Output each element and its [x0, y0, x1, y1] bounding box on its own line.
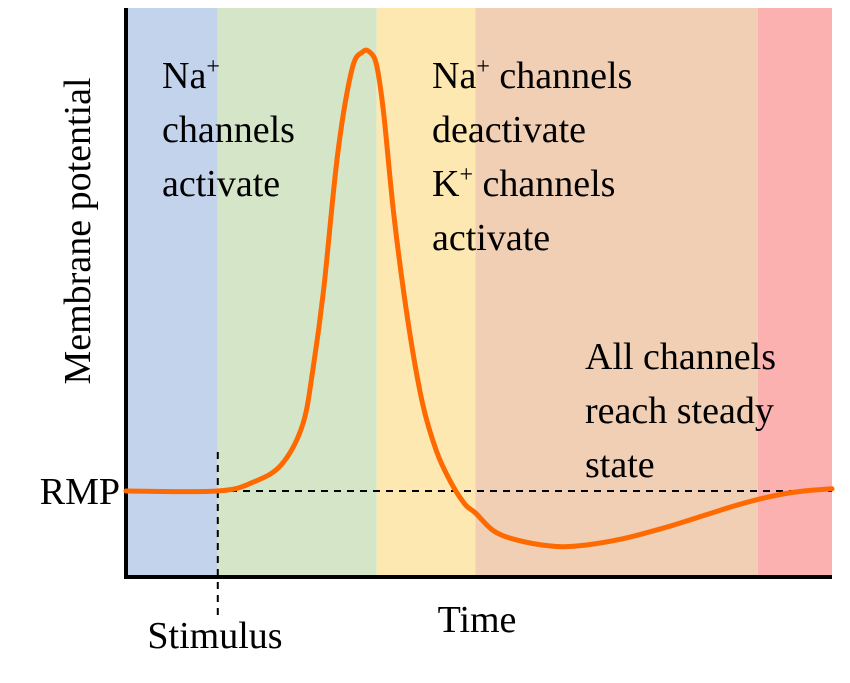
phase-band-1 — [126, 8, 218, 576]
x-axis-title: Time — [438, 599, 517, 641]
rmp-label: RMP — [40, 471, 120, 513]
phase-band-5 — [757, 8, 832, 576]
axes — [124, 8, 832, 579]
annotation-state-label: state — [585, 444, 655, 486]
phase-band-3 — [376, 8, 476, 576]
annotation-all-channels-label: All channels — [585, 336, 776, 378]
y-axis-title: Membrane potential — [57, 77, 99, 384]
annotation-activate-label: activate — [162, 163, 280, 205]
phase-band-4 — [475, 8, 758, 576]
annotation-na-label: Na+ — [162, 54, 220, 97]
phase-band-2 — [217, 8, 377, 576]
annotation-deactivate-label: deactivate — [432, 109, 586, 151]
annotation-reach-steady-label: reach steady — [585, 390, 774, 432]
reference-lines — [126, 452, 832, 620]
annotation-channels-label: channels — [162, 109, 295, 151]
membrane-potential-curve — [123, 47, 835, 550]
stimulus-label: Stimulus — [147, 615, 282, 657]
annotation-k-activate-label: activate — [432, 217, 550, 259]
annotation-k-channels-label: K+ channels — [432, 162, 615, 205]
phase-bands — [126, 8, 832, 576]
annotation-na-channels-label: Na+ channels — [432, 54, 632, 97]
